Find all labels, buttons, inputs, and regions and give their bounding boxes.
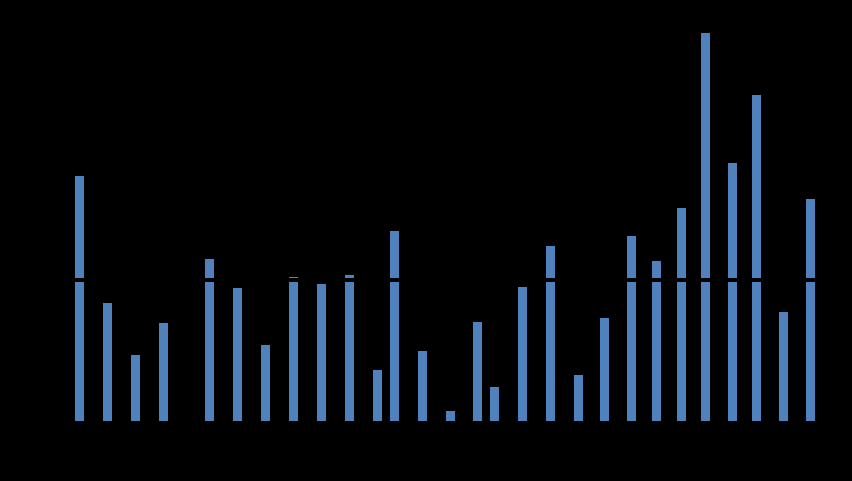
bar [677, 208, 686, 421]
threshold-marker [803, 278, 818, 282]
threshold-marker [649, 278, 664, 282]
threshold-marker [725, 278, 740, 282]
bar [289, 277, 298, 421]
bar [490, 387, 499, 421]
bar [627, 236, 636, 421]
bar [75, 176, 84, 421]
bar [233, 288, 242, 421]
bar [701, 33, 710, 421]
bar [652, 261, 661, 421]
bar [317, 284, 326, 421]
bar [546, 246, 555, 421]
bar [159, 323, 168, 421]
threshold-marker [342, 278, 357, 282]
bar [345, 275, 354, 421]
threshold-marker [387, 278, 402, 282]
bar [600, 318, 609, 421]
bar [806, 199, 815, 421]
bar [518, 287, 527, 421]
bar [261, 345, 270, 421]
bar [131, 355, 140, 421]
threshold-marker [202, 278, 217, 282]
threshold-marker [286, 278, 301, 282]
bar [779, 312, 788, 421]
threshold-marker [674, 278, 689, 282]
bar [390, 231, 399, 421]
threshold-marker [72, 278, 87, 282]
bar [446, 411, 455, 421]
threshold-marker [624, 278, 639, 282]
bar [103, 303, 112, 421]
bar [418, 351, 427, 421]
bar [205, 259, 214, 421]
bar [373, 370, 382, 421]
bar [752, 95, 761, 421]
bar [574, 375, 583, 421]
threshold-marker [749, 278, 764, 282]
bar [728, 163, 737, 421]
bar [473, 322, 482, 421]
threshold-marker [543, 278, 558, 282]
threshold-marker [314, 278, 329, 282]
threshold-marker [698, 278, 713, 282]
